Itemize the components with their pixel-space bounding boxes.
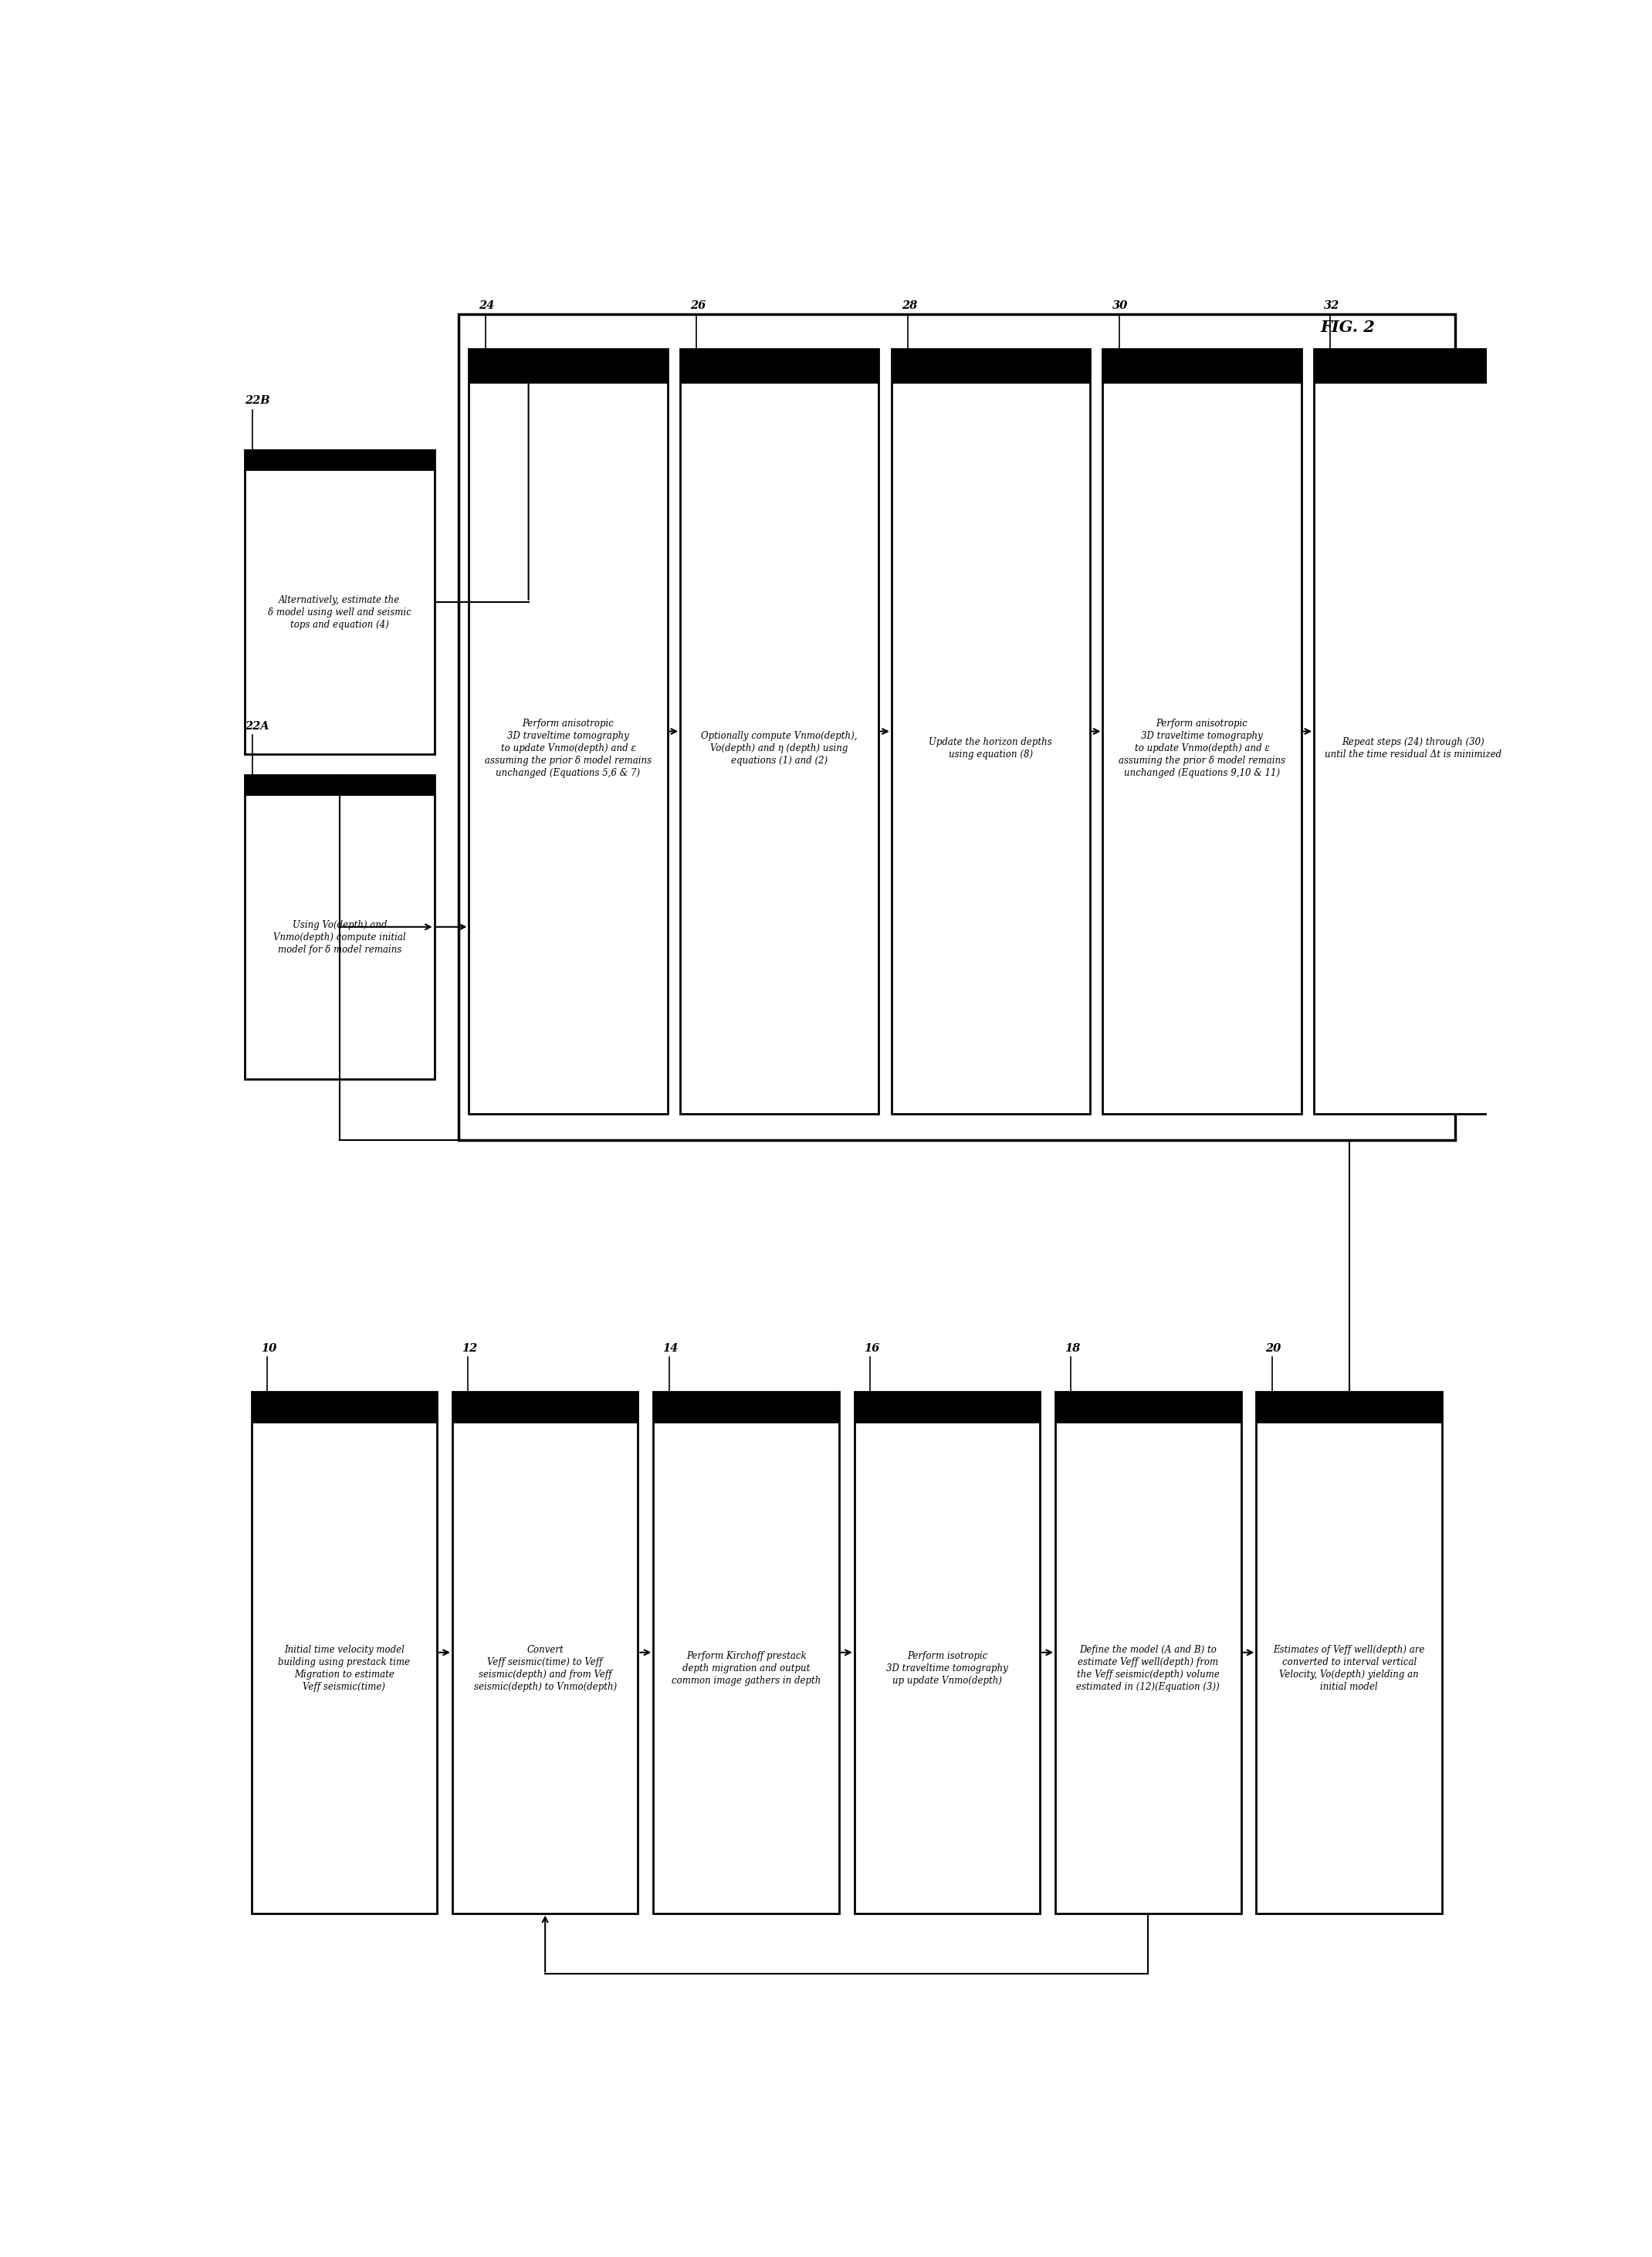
- Bar: [1056, 1393, 1241, 1914]
- Text: 32: 32: [1323, 300, 1340, 311]
- Text: Update the horizon depths
using equation (8): Update the horizon depths using equation…: [928, 738, 1052, 761]
- Bar: [244, 774, 434, 1079]
- Text: Estimates of Veff well(depth) are
converted to interval vertical
Velocity, Vo(de: Estimates of Veff well(depth) are conver…: [1274, 1645, 1426, 1693]
- Text: 20: 20: [1265, 1343, 1282, 1354]
- Text: 16: 16: [864, 1343, 879, 1354]
- Text: Using Vo(depth) and
Vnmo(depth) compute initial
model for δ model remains: Using Vo(depth) and Vnmo(depth) compute …: [274, 921, 406, 955]
- Text: 14: 14: [662, 1343, 679, 1354]
- Bar: [1104, 350, 1302, 1113]
- Bar: [1313, 350, 1513, 384]
- Bar: [1104, 350, 1302, 384]
- Bar: [244, 774, 434, 797]
- Bar: [251, 1393, 438, 1914]
- Text: Convert
Veff seismic(time) to Veff
seismic(depth) and from Veff
seismic(depth) t: Convert Veff seismic(time) to Veff seism…: [474, 1645, 616, 1693]
- Bar: [854, 1393, 1041, 1914]
- Bar: [1056, 1393, 1241, 1424]
- Text: Optionally compute Vnmo(depth),
Vo(depth) and η (depth) using
equations (1) and : Optionally compute Vnmo(depth), Vo(depth…: [700, 731, 857, 765]
- Bar: [653, 1393, 839, 1914]
- Bar: [453, 1393, 638, 1914]
- Text: 26: 26: [691, 300, 705, 311]
- Text: Perform anisotropic
3D traveltime tomography
to update Vnmo(depth) and ε
assumin: Perform anisotropic 3D traveltime tomogr…: [484, 720, 651, 779]
- Bar: [1313, 350, 1513, 1113]
- Text: 10: 10: [261, 1343, 276, 1354]
- Bar: [892, 350, 1090, 384]
- Bar: [653, 1393, 839, 1424]
- Text: 22B: 22B: [244, 395, 269, 406]
- Bar: [681, 350, 879, 384]
- Bar: [469, 350, 667, 1113]
- Bar: [251, 1393, 438, 1424]
- Text: FIG. 2: FIG. 2: [1320, 320, 1374, 334]
- Bar: [469, 350, 667, 384]
- Text: 22A: 22A: [244, 720, 269, 731]
- Text: Define the model (A and B) to
estimate Veff well(depth) from
the Veff seismic(de: Define the model (A and B) to estimate V…: [1077, 1645, 1219, 1693]
- Bar: [244, 449, 434, 754]
- Text: 30: 30: [1113, 300, 1128, 311]
- Bar: [459, 314, 1455, 1140]
- Text: 28: 28: [902, 300, 917, 311]
- Bar: [681, 350, 879, 1113]
- Text: Alternatively, estimate the
δ model using well and seismic
tops and equation (4): Alternatively, estimate the δ model usin…: [268, 596, 411, 630]
- Bar: [453, 1393, 638, 1424]
- Text: Perform anisotropic
3D traveltime tomography
to update Vnmo(depth) and ε
assumin: Perform anisotropic 3D traveltime tomogr…: [1118, 720, 1285, 779]
- Text: Perform isotropic
3D traveltime tomography
up update Vnmo(depth): Perform isotropic 3D traveltime tomograp…: [885, 1650, 1008, 1686]
- Bar: [1257, 1393, 1442, 1914]
- Bar: [244, 449, 434, 472]
- Text: Perform Kirchoff prestack
depth migration and output
common image gathers in dep: Perform Kirchoff prestack depth migratio…: [671, 1650, 821, 1686]
- Text: Initial time velocity model
building using prestack time
Migration to estimate
V: Initial time velocity model building usi…: [278, 1645, 410, 1693]
- Text: 12: 12: [461, 1343, 477, 1354]
- Bar: [892, 350, 1090, 1113]
- Text: 24: 24: [479, 300, 494, 311]
- Text: 18: 18: [1064, 1343, 1080, 1354]
- Bar: [854, 1393, 1041, 1424]
- Text: Repeat steps (24) through (30)
until the time residual Δt is minimized: Repeat steps (24) through (30) until the…: [1325, 738, 1502, 761]
- Bar: [1257, 1393, 1442, 1424]
